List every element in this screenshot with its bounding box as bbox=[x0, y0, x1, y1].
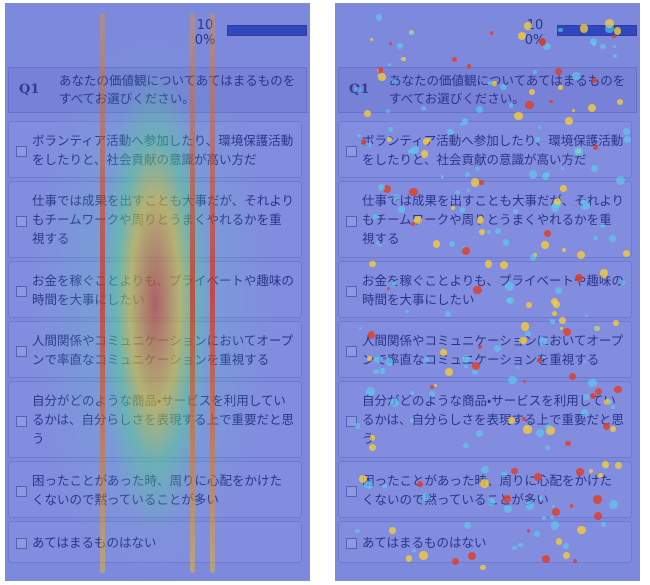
heat-dot bbox=[369, 37, 374, 42]
checkbox[interactable] bbox=[346, 215, 357, 227]
checkbox[interactable] bbox=[16, 145, 27, 157]
option[interactable]: 人間関係やコミュニケーションにおいてオープンで率直なコミュニケーションを重視する bbox=[338, 321, 632, 378]
option[interactable]: 困ったことがあった時、周りに心配をかけたくないので黙っていることが多い bbox=[338, 461, 632, 518]
question-box: Q1 あなたの価値観についてあてはまるものをすべてお選びください。 bbox=[338, 67, 637, 113]
progress-count: 10 bbox=[526, 18, 544, 33]
option-text: お金を稼ぐことよりも、プライベートや趣味の時間を大事にしたい bbox=[362, 272, 624, 307]
heat-dot bbox=[489, 31, 494, 35]
checkbox[interactable] bbox=[346, 538, 357, 549]
option-text: 人間関係やコミュニケーションにおいてオープンで率直なコミュニケーションを重視する bbox=[32, 332, 294, 367]
heat-dot bbox=[480, 564, 486, 571]
heat-dot bbox=[387, 62, 392, 67]
option[interactable]: ボランティア活動へ参加したり、環境保護活動をしたりと、社会貢献の意識が高い方だ bbox=[8, 121, 302, 178]
option-text: お金を稼ぐことよりも、プライベートや趣味の時間を大事にしたい bbox=[32, 272, 294, 307]
heat-dot bbox=[612, 53, 617, 58]
option-text: 仕事では成果を出すことも大事だが、それよりもチームワークや周りとうまくやれるかを… bbox=[32, 193, 295, 246]
heat-dot bbox=[388, 42, 392, 46]
checkbox[interactable] bbox=[16, 485, 27, 497]
checkbox[interactable] bbox=[346, 345, 357, 357]
progress-bar bbox=[557, 25, 637, 36]
progress-count: 10 bbox=[196, 18, 214, 33]
checkbox[interactable] bbox=[16, 285, 27, 297]
option[interactable]: 人間関係やコミュニケーションにおいてオープンで率直なコミュニケーションを重視する bbox=[8, 321, 302, 378]
heat-dot bbox=[396, 42, 403, 49]
heat-dot bbox=[401, 56, 406, 62]
question-label: Q1 bbox=[349, 82, 370, 97]
option-text: あてはまるものはない bbox=[32, 534, 157, 550]
option[interactable]: お金を稼ぐことよりも、プライベートや趣味の時間を大事にしたい bbox=[8, 261, 302, 318]
heat-dot bbox=[514, 112, 523, 121]
option[interactable]: ボランティア活動へ参加したり、環境保護活動をしたりと、社会貢献の意識が高い方だ bbox=[338, 121, 632, 178]
question-text: あなたの価値観についてあてはまるものをすべてお選びください。 bbox=[59, 73, 296, 106]
progress-percent: 0% bbox=[194, 33, 216, 48]
heat-dot bbox=[600, 43, 606, 49]
checkbox[interactable] bbox=[346, 285, 357, 297]
heat-dot bbox=[451, 57, 457, 63]
progress-percent: 0% bbox=[524, 33, 546, 48]
question-label: Q1 bbox=[19, 82, 40, 97]
heat-dot bbox=[409, 31, 414, 36]
question-text: あなたの価値観についてあてはまるものをすべてお選びください。 bbox=[389, 73, 626, 106]
checkbox[interactable] bbox=[16, 415, 27, 427]
progress-bar bbox=[227, 25, 307, 36]
option-text: 自分がどのような商品・サービスを利用しているかは、自分らしさを表現する上で重要だ… bbox=[32, 393, 295, 446]
heat-dot bbox=[375, 13, 383, 21]
heat-dot bbox=[612, 44, 617, 49]
option-text: ボランティア活動へ参加したり、環境保護活動をしたりと、社会貢献の意識が高い方だ bbox=[32, 132, 294, 167]
survey-panel: 10 0% Q1 あなたの価値観についてあてはまるものをすべてお選びください。ボランテ… bbox=[5, 3, 310, 581]
option[interactable]: お金を稼ぐことよりも、プライベートや趣味の時間を大事にしたい bbox=[338, 261, 632, 318]
option-text: ボランティア活動へ参加したり、環境保護活動をしたりと、社会貢献の意識が高い方だ bbox=[362, 132, 624, 167]
heat-dot bbox=[589, 37, 598, 46]
checkbox[interactable] bbox=[16, 345, 27, 357]
checkbox[interactable] bbox=[346, 485, 357, 497]
option-text: 困ったことがあった時、周りに心配をかけたくないので黙っていることが多い bbox=[362, 472, 613, 507]
heat-dot bbox=[408, 29, 415, 36]
survey-panel: 10 0% Q1 あなたの価値観についてあてはまるものをすべてお選びください。ボランテ… bbox=[335, 3, 640, 581]
option[interactable]: 困ったことがあった時、周りに心配をかけたくないので黙っていることが多い bbox=[8, 461, 302, 518]
option[interactable]: あてはまるものはない bbox=[8, 521, 302, 563]
checkbox[interactable] bbox=[16, 538, 27, 549]
heat-dot bbox=[591, 41, 597, 47]
option-text: 困ったことがあった時、周りに心配をかけたくないので黙っていることが多い bbox=[32, 472, 283, 507]
checkbox[interactable] bbox=[346, 415, 357, 427]
option[interactable]: 仕事では成果を出すことも大事だが、それよりもチームワークや周りとうまくやれるかを… bbox=[338, 181, 632, 258]
option[interactable]: 自分がどのような商品・サービスを利用しているかは、自分らしさを表現する上で重要だ… bbox=[8, 381, 302, 458]
option-text: あてはまるものはない bbox=[362, 534, 487, 550]
option-text: 仕事では成果を出すことも大事だが、それよりもチームワークや周りとうまくやれるかを… bbox=[362, 193, 625, 246]
option[interactable]: 自分がどのような商品・サービスを利用しているかは、自分らしさを表現する上で重要だ… bbox=[338, 381, 632, 458]
checkbox[interactable] bbox=[16, 215, 27, 227]
option[interactable]: あてはまるものはない bbox=[338, 521, 632, 563]
option-text: 自分がどのような商品・サービスを利用しているかは、自分らしさを表現する上で重要だ… bbox=[362, 393, 625, 446]
option-text: 人間関係やコミュニケーションにおいてオープンで率直なコミュニケーションを重視する bbox=[362, 332, 624, 367]
option[interactable]: 仕事では成果を出すことも大事だが、それよりもチームワークや周りとうまくやれるかを… bbox=[8, 181, 302, 258]
question-box: Q1 あなたの価値観についてあてはまるものをすべてお選びください。 bbox=[8, 67, 307, 113]
checkbox[interactable] bbox=[346, 145, 357, 157]
